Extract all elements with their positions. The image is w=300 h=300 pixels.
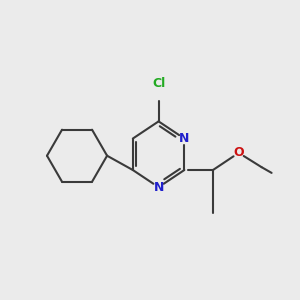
Text: O: O: [233, 146, 244, 159]
Text: Cl: Cl: [152, 77, 165, 90]
Text: N: N: [153, 181, 164, 194]
Text: N: N: [179, 132, 190, 145]
